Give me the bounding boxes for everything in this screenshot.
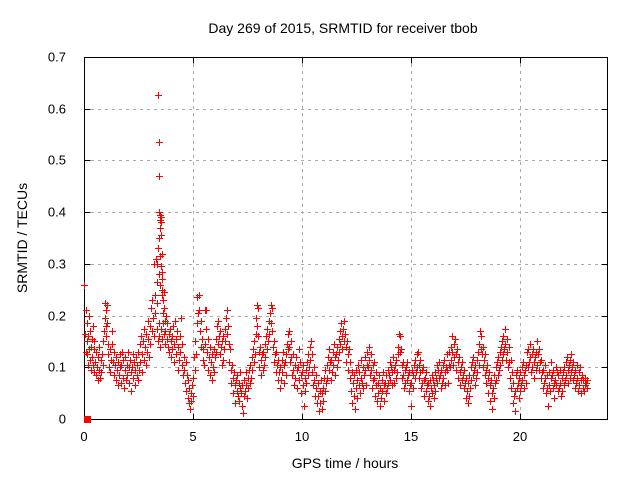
y-tick-label: 0.7 — [48, 50, 66, 65]
scatter-points — [81, 92, 591, 423]
y-axis-label: SRMTID / TECUs — [14, 183, 30, 293]
chart-title: Day 269 of 2015, SRMTID for receiver tbo… — [208, 20, 477, 36]
x-tick-label: 10 — [295, 429, 309, 444]
x-axis-label: GPS time / hours — [292, 455, 399, 471]
x-tick-label: 0 — [80, 429, 87, 444]
y-tick-label: 0.1 — [48, 360, 66, 375]
data-points-path — [81, 92, 591, 417]
tick-labels: 0 5 10 15 20 0 0.1 0.2 0.3 0.4 0.5 0.6 0.7 — [48, 50, 527, 445]
zero-cluster-marker — [84, 416, 91, 423]
y-tick-label: 0 — [59, 412, 66, 427]
y-tick-label: 0.2 — [48, 309, 66, 324]
y-tick-label: 0.5 — [48, 153, 66, 168]
x-tick-label: 15 — [404, 429, 418, 444]
y-tick-label: 0.4 — [48, 205, 66, 220]
y-tick-label: 0.3 — [48, 257, 66, 272]
x-tick-label: 20 — [513, 429, 527, 444]
x-tick-label: 5 — [189, 429, 196, 444]
y-tick-label: 0.6 — [48, 102, 66, 117]
